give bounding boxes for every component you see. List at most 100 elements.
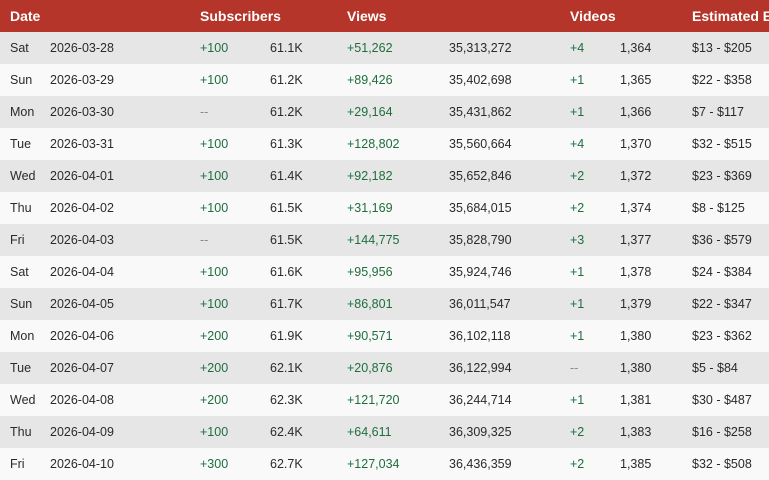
subscriber-count-cell: 62.4K (270, 425, 303, 439)
subscriber-change-cell: +100 (200, 425, 229, 439)
date-cell: 2026-04-04 (50, 265, 114, 279)
table-row[interactable]: Sun 2026-03-29 +100 61.2K +89,426 35,402,698 +… (0, 64, 769, 96)
videos-total-cell: 1,379 (620, 297, 652, 311)
subscriber-change-cell: +100 (200, 41, 229, 55)
subscriber-change-cell: +100 (200, 169, 229, 183)
subscriber-count-cell: 62.3K (270, 393, 303, 407)
subscriber-count-cell: 61.2K (270, 105, 303, 119)
subscriber-count-cell: 61.1K (270, 41, 303, 55)
day-cell: Thu (10, 425, 32, 439)
views-total-cell: 35,828,790 (449, 233, 512, 247)
views-total-cell: 35,924,746 (449, 265, 512, 279)
views-change-cell: +144,775 (347, 233, 400, 247)
views-total-cell: 36,309,325 (449, 425, 512, 439)
table-row[interactable]: Thu 2026-04-02 +100 61.5K +31,169 35,684,015 +… (0, 192, 769, 224)
videos-change-cell: +1 (570, 297, 585, 311)
videos-total-cell: 1,378 (620, 265, 652, 279)
subscriber-count-cell: 61.2K (270, 73, 303, 87)
day-cell: Sat (10, 41, 29, 55)
subscriber-count-cell: 61.6K (270, 265, 303, 279)
videos-change-cell: +1 (570, 73, 585, 87)
views-change-cell: +64,611 (347, 425, 392, 439)
estimated-earnings-cell: $24 - $384 (692, 265, 752, 279)
videos-change-cell: +1 (570, 265, 585, 279)
videos-change-cell: +2 (570, 425, 585, 439)
estimated-earnings-cell: $23 - $369 (692, 169, 752, 183)
table-row[interactable]: Tue 2026-04-07 +200 62.1K +20,876 36,122,994 -… (0, 352, 769, 384)
views-total-cell: 35,652,846 (449, 169, 512, 183)
videos-change-cell: +1 (570, 105, 585, 119)
table-row[interactable]: Sun 2026-04-05 +100 61.7K +86,801 36,011,547 +… (0, 288, 769, 320)
column-header-videos[interactable]: Videos (570, 8, 616, 24)
videos-total-cell: 1,381 (620, 393, 652, 407)
table-body: Sat 2026-03-28 +100 61.1K +51,262 35,313,272 +… (0, 32, 769, 480)
subscriber-change-cell: +100 (200, 265, 229, 279)
day-cell: Sat (10, 265, 29, 279)
column-header-views[interactable]: Views (347, 8, 387, 24)
subscriber-change-cell: +100 (200, 297, 229, 311)
table-row[interactable]: Fri 2026-04-10 +300 62.7K +127,034 36,436,359… (0, 448, 769, 480)
estimated-earnings-cell: $13 - $205 (692, 41, 752, 55)
day-cell: Fri (10, 457, 25, 471)
table-row[interactable]: Wed 2026-04-08 +200 62.3K +121,720 36,244,714… (0, 384, 769, 416)
estimated-earnings-cell: $32 - $515 (692, 137, 752, 151)
estimated-earnings-cell: $16 - $258 (692, 425, 752, 439)
day-cell: Wed (10, 169, 36, 183)
estimated-earnings-cell: $7 - $117 (692, 105, 744, 119)
videos-change-cell: +4 (570, 41, 585, 55)
views-total-cell: 36,436,359 (449, 457, 512, 471)
estimated-earnings-cell: $30 - $487 (692, 393, 752, 407)
videos-change-cell: +2 (570, 169, 585, 183)
column-header-estimated-earnings[interactable]: Estimated E (692, 8, 769, 24)
table-row[interactable]: Mon 2026-04-06 +200 61.9K +90,571 36,102,118 +… (0, 320, 769, 352)
subscriber-count-cell: 61.9K (270, 329, 303, 343)
estimated-earnings-cell: $22 - $358 (692, 73, 752, 87)
views-change-cell: +128,802 (347, 137, 400, 151)
views-change-cell: +92,182 (347, 169, 393, 183)
videos-change-cell: +4 (570, 137, 585, 151)
views-change-cell: +51,262 (347, 41, 393, 55)
estimated-earnings-cell: $5 - $84 (692, 361, 738, 375)
date-cell: 2026-03-29 (50, 73, 114, 87)
views-change-cell: +95,956 (347, 265, 393, 279)
videos-total-cell: 1,374 (620, 201, 652, 215)
table-row[interactable]: Tue 2026-03-31 +100 61.3K +128,802 35,560,664… (0, 128, 769, 160)
date-cell: 2026-04-02 (50, 201, 114, 215)
views-total-cell: 35,684,015 (449, 201, 512, 215)
subscriber-change-cell: +100 (200, 201, 229, 215)
views-change-cell: +121,720 (347, 393, 400, 407)
date-cell: 2026-04-05 (50, 297, 114, 311)
date-cell: 2026-03-30 (50, 105, 114, 119)
table-row[interactable]: Sat 2026-03-28 +100 61.1K +51,262 35,313,272 +… (0, 32, 769, 64)
views-change-cell: +31,169 (347, 201, 393, 215)
videos-change-cell: -- (570, 361, 579, 375)
views-total-cell: 36,244,714 (449, 393, 512, 407)
videos-total-cell: 1,383 (620, 425, 652, 439)
day-cell: Fri (10, 233, 25, 247)
table-row[interactable]: Fri 2026-04-03 -- 61.5K +144,775 35,828,790 +3… (0, 224, 769, 256)
videos-total-cell: 1,370 (620, 137, 652, 151)
table-row[interactable]: Sat 2026-04-04 +100 61.6K +95,956 35,924,746 +… (0, 256, 769, 288)
date-cell: 2026-04-10 (50, 457, 114, 471)
subscriber-change-cell: +300 (200, 457, 229, 471)
views-change-cell: +20,876 (347, 361, 393, 375)
estimated-earnings-cell: $22 - $347 (692, 297, 752, 311)
column-header-date[interactable]: Date (10, 8, 41, 24)
subscriber-change-cell: +100 (200, 73, 229, 87)
subscriber-count-cell: 61.5K (270, 201, 303, 215)
date-cell: 2026-04-08 (50, 393, 114, 407)
table-row[interactable]: Wed 2026-04-01 +100 61.4K +92,182 35,652,846 +… (0, 160, 769, 192)
subscriber-change-cell: +200 (200, 329, 229, 343)
subscriber-count-cell: 61.3K (270, 137, 303, 151)
date-cell: 2026-03-28 (50, 41, 114, 55)
table-row[interactable]: Mon 2026-03-30 -- 61.2K +29,164 35,431,862 +1 1… (0, 96, 769, 128)
videos-change-cell: +2 (570, 201, 585, 215)
views-total-cell: 35,313,272 (449, 41, 512, 55)
date-cell: 2026-03-31 (50, 137, 114, 151)
column-header-subscribers[interactable]: Subscribers (200, 8, 281, 24)
videos-total-cell: 1,380 (620, 329, 652, 343)
table-row[interactable]: Thu 2026-04-09 +100 62.4K +64,611 36,309,325 +… (0, 416, 769, 448)
day-cell: Mon (10, 329, 35, 343)
videos-total-cell: 1,366 (620, 105, 652, 119)
